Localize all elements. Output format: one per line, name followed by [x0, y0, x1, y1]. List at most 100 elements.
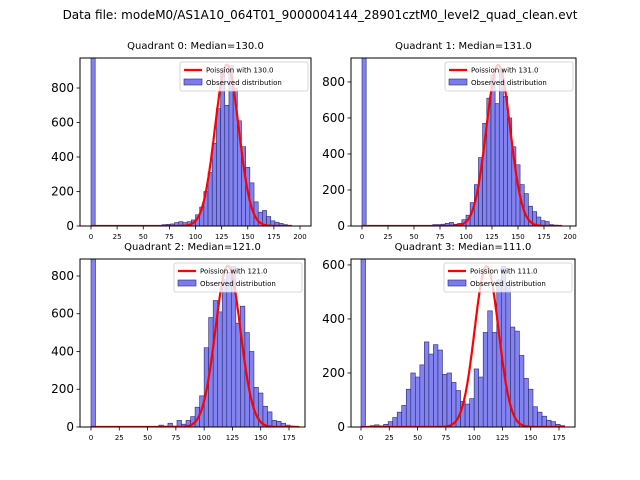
- histogram-bar: [437, 349, 443, 427]
- y-tick-label: 800: [51, 269, 74, 283]
- histogram-bar: [211, 142, 217, 226]
- histogram-bar: [220, 72, 226, 226]
- histogram-bar: [446, 372, 452, 427]
- histogram-bar: [419, 364, 425, 427]
- histogram-bar: [221, 279, 228, 427]
- x-tick-label: 100: [189, 233, 202, 241]
- legend: Poission with 130.0 Observed distribution: [179, 61, 309, 92]
- x-tick-label: 125: [226, 434, 239, 442]
- legend-box: [179, 61, 309, 92]
- axes-frame: [350, 258, 576, 428]
- subplot-quadrant-3: Quadrant 3: Median=111.0 0 200 400 600 0 25 50 7…: [322, 242, 576, 442]
- x-tick-label: 50: [139, 233, 148, 241]
- legend-label-observed: Observed distribution: [470, 280, 546, 288]
- x-tick-label: 125: [496, 434, 509, 442]
- poisson-curve: [91, 63, 292, 226]
- subplot-title: Quadrant 0: Median=130.0: [127, 41, 264, 52]
- x-tick-label: 75: [165, 233, 174, 241]
- histogram-bar: [442, 374, 448, 427]
- x-tick-label: 150: [254, 434, 267, 442]
- histogram-bar: [267, 411, 273, 427]
- histogram-bar: [405, 388, 412, 427]
- legend: Poission with 111.0 Observed distribution: [443, 262, 573, 293]
- histogram-bar: [216, 108, 221, 226]
- histogram-bar: [167, 422, 173, 427]
- legend-box: [444, 61, 574, 92]
- x-tick-label: 0: [89, 233, 93, 241]
- legend: Poission with 131.0 Observed distribution: [444, 61, 574, 92]
- subplot-title: Quadrant 2: Median=121.0: [124, 242, 261, 253]
- x-tick-label: 150: [511, 233, 524, 241]
- y-tick-label: 0: [337, 420, 345, 434]
- legend-label-observed: Observed distribution: [471, 79, 547, 87]
- x-tick-label: 75: [441, 434, 450, 442]
- histogram-bar: [424, 341, 430, 427]
- histogram-bar: [360, 259, 366, 427]
- x-tick-label: 125: [485, 233, 498, 241]
- y-tick-label: 400: [322, 147, 345, 161]
- y-tick-label: 600: [51, 307, 74, 321]
- y-tick-label: 400: [51, 344, 74, 358]
- y-tick-label: 200: [322, 366, 345, 380]
- y-tick-label: 0: [66, 219, 74, 233]
- histogram-bar: [90, 259, 96, 427]
- legend-patch-icon: [177, 279, 197, 287]
- x-tick-label: 100: [459, 233, 472, 241]
- histogram-bar: [428, 353, 434, 427]
- histogram-bar: [235, 322, 241, 427]
- legend-label-poisson: Poission with 121.0: [200, 268, 268, 276]
- y-tick-label: 600: [322, 258, 345, 272]
- y-tick-label: 400: [51, 150, 74, 164]
- histogram-bar: [532, 406, 538, 427]
- histogram-bar: [90, 58, 96, 226]
- legend-patch-icon: [183, 78, 203, 86]
- x-tick-label: 25: [115, 434, 124, 442]
- x-tick-label: 175: [552, 434, 565, 442]
- y-tick-label: 200: [51, 185, 74, 199]
- histogram-bar: [494, 103, 500, 226]
- histogram-bar: [519, 355, 525, 427]
- y-tick-label: 0: [337, 219, 345, 233]
- x-tick-label: 125: [215, 233, 228, 241]
- subplot-title: Quadrant 3: Median=111.0: [395, 242, 532, 253]
- histogram-bar: [240, 305, 246, 427]
- histogram-bar: [415, 376, 421, 427]
- histogram-bar: [224, 104, 230, 226]
- histogram-bar: [514, 330, 520, 427]
- histogram-bar: [396, 411, 403, 427]
- x-tick-label: 25: [384, 233, 393, 241]
- subplot-quadrant-2: Quadrant 2: Median=121.0 0 200 400 600 800 0 25…: [51, 242, 306, 442]
- legend-label-poisson: Poission with 111.0: [470, 268, 538, 276]
- x-tick-label: 0: [359, 434, 363, 442]
- histogram-bar: [544, 221, 550, 226]
- histogram-bar: [253, 387, 259, 427]
- x-tick-label: 25: [385, 434, 394, 442]
- y-tick-label: 600: [322, 111, 345, 125]
- histogram-bar: [410, 372, 416, 427]
- x-tick-label: 150: [524, 434, 537, 442]
- x-tick-label: 75: [436, 233, 445, 241]
- histogram-bar: [478, 376, 484, 427]
- subplot-quadrant-0: Quadrant 0: Median=130.0 0 200 400 600 800 0 25…: [51, 41, 312, 241]
- histogram-bar: [482, 332, 489, 427]
- histogram-bar: [226, 271, 232, 427]
- y-tick-label: 400: [322, 312, 345, 326]
- legend-label-observed: Observed distribution: [200, 280, 276, 288]
- legend-patch-icon: [447, 279, 467, 287]
- x-tick-label: 25: [113, 233, 122, 241]
- y-tick-label: 600: [51, 116, 74, 130]
- legend: Poission with 121.0 Observed distribution: [173, 262, 303, 293]
- x-tick-label: 0: [360, 233, 364, 241]
- histogram-bar: [433, 344, 439, 427]
- poisson-curve: [362, 63, 562, 226]
- legend-label-observed: Observed distribution: [206, 79, 282, 87]
- histogram-bar: [392, 417, 398, 427]
- histogram-bar: [464, 403, 470, 427]
- histogram-bar: [503, 96, 508, 226]
- histogram-bar: [487, 310, 493, 427]
- x-tick-label: 0: [89, 434, 93, 442]
- legend-patch-icon: [448, 78, 468, 86]
- x-tick-label: 100: [467, 434, 480, 442]
- subplot-title: Quadrant 1: Median=131.0: [395, 41, 532, 52]
